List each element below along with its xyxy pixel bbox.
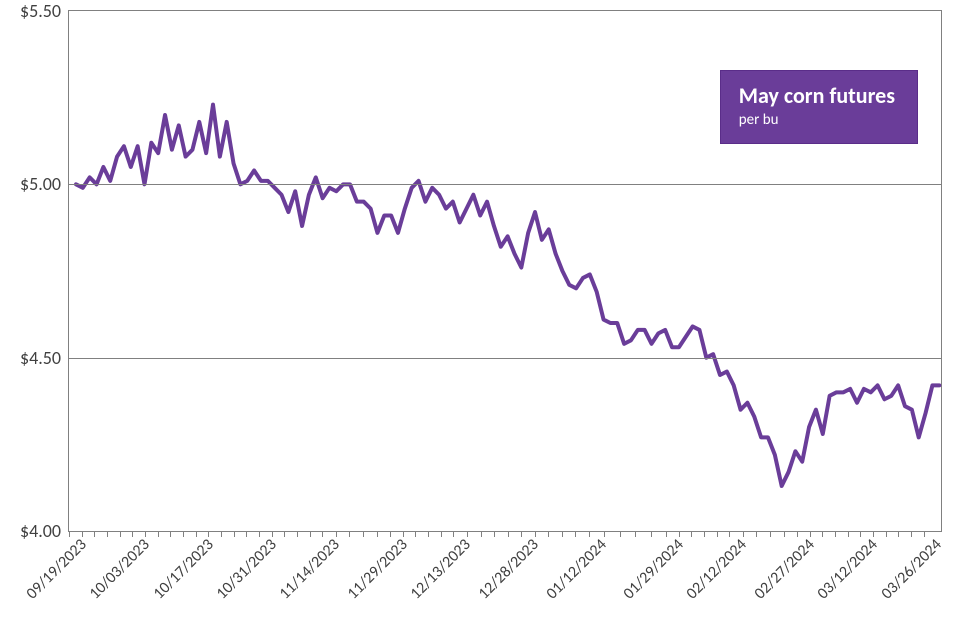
x-minor-tick	[428, 531, 429, 537]
x-minor-tick	[377, 531, 378, 537]
x-minor-tick	[246, 531, 247, 537]
y-tick-label: $5.50	[20, 0, 69, 22]
y-tick-label: $4.00	[20, 520, 69, 542]
x-minor-tick	[284, 531, 285, 537]
chart-container: $4.00$4.50$5.00$5.5009/19/202310/03/2023…	[0, 0, 953, 635]
x-minor-tick	[234, 531, 235, 537]
y-gridline	[69, 184, 941, 185]
x-tick-label: 10/17/2023	[145, 531, 217, 603]
x-minor-tick	[886, 531, 887, 537]
x-minor-tick	[107, 531, 108, 537]
y-tick-label: $5.00	[20, 173, 69, 195]
x-minor-tick	[415, 531, 416, 537]
x-minor-tick	[784, 531, 785, 537]
legend-box: May corn futures per bu	[720, 70, 918, 144]
x-minor-tick	[94, 531, 95, 537]
x-minor-tick	[770, 531, 771, 537]
x-minor-tick	[120, 531, 121, 537]
x-tick-label: 02/27/2024	[746, 531, 818, 603]
x-minor-tick	[183, 531, 184, 537]
x-minor-tick	[810, 531, 811, 537]
x-minor-tick	[145, 531, 146, 537]
x-tick-label: 01/29/2024	[615, 531, 687, 603]
x-tick-label: 03/26/2024	[873, 531, 945, 603]
x-minor-tick	[620, 531, 621, 537]
x-minor-tick	[562, 531, 563, 537]
legend-subtitle: per bu	[739, 111, 895, 129]
x-tick-label: 11/14/2023	[272, 531, 344, 603]
x-minor-tick	[170, 531, 171, 537]
x-minor-tick	[467, 531, 468, 537]
x-minor-tick	[848, 531, 849, 537]
x-minor-tick	[349, 531, 350, 537]
x-minor-tick	[441, 531, 442, 537]
x-minor-tick	[272, 531, 273, 537]
x-minor-tick	[158, 531, 159, 537]
x-minor-tick	[403, 531, 404, 537]
x-minor-tick	[756, 531, 757, 537]
x-tick-label: 02/12/2024	[679, 531, 751, 603]
x-minor-tick	[508, 531, 509, 537]
x-minor-tick	[310, 531, 311, 537]
x-minor-tick	[835, 531, 836, 537]
x-minor-tick	[822, 531, 823, 537]
x-minor-tick	[363, 531, 364, 537]
x-minor-tick	[679, 531, 680, 537]
x-minor-tick	[297, 531, 298, 537]
x-minor-tick	[898, 531, 899, 537]
x-minor-tick	[481, 531, 482, 537]
x-tick-label: 01/12/2024	[538, 531, 610, 603]
x-tick-label: 10/03/2023	[82, 531, 154, 603]
x-minor-tick	[635, 531, 636, 537]
x-minor-tick	[911, 531, 912, 537]
x-minor-tick	[535, 531, 536, 537]
x-minor-tick	[743, 531, 744, 537]
x-minor-tick	[82, 531, 83, 537]
x-tick-label: 10/31/2023	[208, 531, 280, 603]
x-minor-tick	[651, 531, 652, 537]
x-minor-tick	[575, 531, 576, 537]
x-minor-tick	[873, 531, 874, 537]
legend-title: May corn futures	[739, 83, 895, 109]
x-tick-label: 11/29/2023	[339, 531, 411, 603]
x-minor-tick	[704, 531, 705, 537]
x-minor-tick	[336, 531, 337, 537]
x-minor-tick	[604, 531, 605, 537]
x-minor-tick	[494, 531, 495, 537]
x-minor-tick	[548, 531, 549, 537]
y-tick-label: $4.50	[20, 347, 69, 369]
y-gridline	[69, 358, 941, 359]
price-line	[76, 105, 939, 486]
x-minor-tick	[221, 531, 222, 537]
x-minor-tick	[691, 531, 692, 537]
x-tick-label: 12/13/2023	[403, 531, 475, 603]
x-tick-label: 12/28/2023	[471, 531, 543, 603]
x-tick-label: 03/12/2024	[810, 531, 882, 603]
x-minor-tick	[208, 531, 209, 537]
x-minor-tick	[717, 531, 718, 537]
